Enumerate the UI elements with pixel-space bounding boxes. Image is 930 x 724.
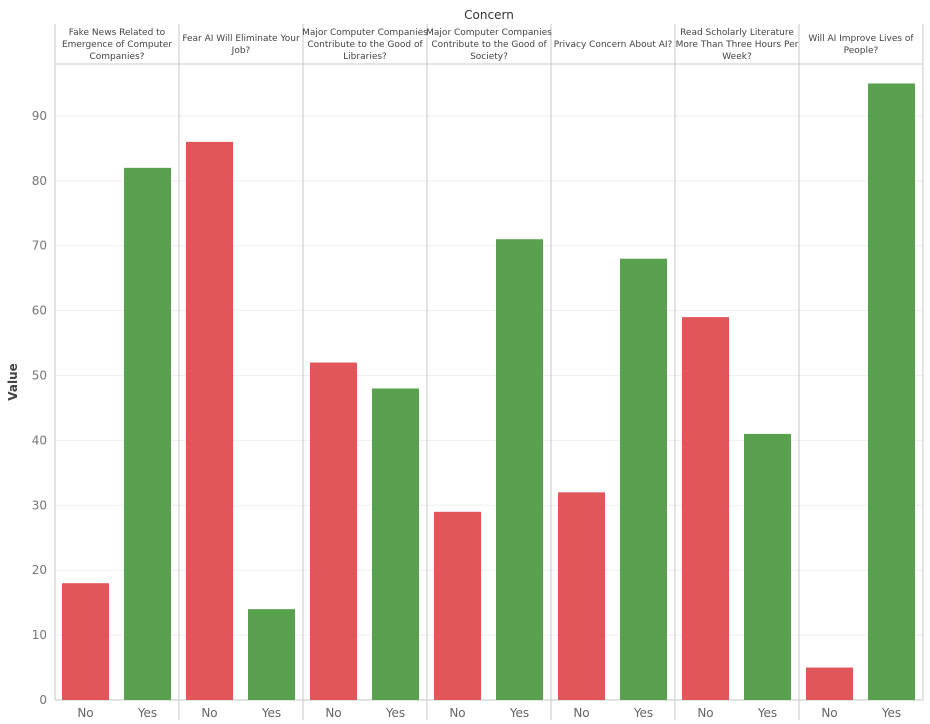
panel-header-line: People? (844, 46, 879, 56)
x-tick-label: Yes (757, 706, 777, 720)
x-tick-label: No (697, 706, 713, 720)
panel-header-line: Contribute to the Good of (431, 40, 547, 50)
bar-no (806, 667, 853, 700)
panel-header-line: Fake News Related to (69, 28, 166, 38)
x-tick-label: No (201, 706, 217, 720)
panel-borders (54, 24, 924, 720)
panel-header-line: Emergence of Computer (62, 40, 172, 50)
bar-no (434, 511, 481, 700)
y-tick-label: 70 (32, 239, 47, 253)
x-tick-label: No (821, 706, 837, 720)
bar-no (558, 492, 605, 700)
y-tick-label: 90 (32, 109, 47, 123)
panel-header-line: Major Computer Companies (302, 28, 428, 38)
y-axis-ticks: 0 10 20 30 40 50 60 70 80 90 (32, 109, 47, 707)
x-tick-label: Yes (633, 706, 653, 720)
y-tick-label: 20 (32, 563, 47, 577)
panel-header-line: Privacy Concern About AI? (554, 40, 673, 50)
y-tick-label: 10 (32, 628, 47, 642)
x-axis-ticks: No Yes No Yes No Yes No Yes No Yes No Yes No Yes (77, 706, 901, 720)
bar-no (310, 362, 357, 700)
panel-header-line: Society? (470, 52, 508, 62)
x-tick-label: Yes (385, 706, 405, 720)
panel-header-line: Companies? (90, 52, 145, 62)
panel-header-line: More Than Three Hours Per (676, 40, 799, 50)
x-tick-label: Yes (137, 706, 157, 720)
panel-header-line: Fear AI Will Eliminate Your (182, 34, 300, 44)
panel-headers: Fake News Related to Emergence of Compute… (62, 28, 914, 62)
chart-title: Concern (464, 8, 514, 22)
y-tick-label: 80 (32, 174, 47, 188)
panel-header-line: Read Scholarly Literature (680, 28, 794, 38)
panel-header-line: Contribute to the Good of (307, 40, 423, 50)
bar-yes (372, 388, 419, 700)
x-tick-label: Yes (881, 706, 901, 720)
bars (62, 83, 915, 701)
panel-header-line: Major Computer Companies (426, 28, 552, 38)
y-tick-label: 30 (32, 498, 47, 512)
panel-header-line: Job? (231, 46, 251, 56)
x-tick-label: Yes (509, 706, 529, 720)
bar-no (186, 141, 233, 700)
y-tick-label: 50 (32, 369, 47, 383)
y-tick-label: 40 (32, 433, 47, 447)
panel-header-line: Will AI Improve Lives of (808, 34, 914, 44)
x-tick-label: No (77, 706, 93, 720)
bar-yes (124, 167, 171, 700)
bar-no (682, 317, 729, 700)
y-tick-label: 60 (32, 304, 47, 318)
x-tick-label: No (449, 706, 465, 720)
bar-yes (868, 83, 915, 701)
bar-yes (744, 433, 791, 700)
bar-no (62, 583, 109, 700)
y-axis-label: Value (6, 363, 20, 401)
gridlines (55, 115, 923, 636)
panel-header-line: Week? (722, 52, 752, 62)
x-tick-label: Yes (261, 706, 281, 720)
bar-yes (496, 239, 543, 700)
panel-header-line: Libraries? (343, 52, 387, 62)
x-tick-label: No (325, 706, 341, 720)
bar-yes (620, 258, 667, 700)
x-tick-label: No (573, 706, 589, 720)
bar-yes (248, 609, 295, 700)
y-tick-label: 0 (39, 693, 47, 707)
